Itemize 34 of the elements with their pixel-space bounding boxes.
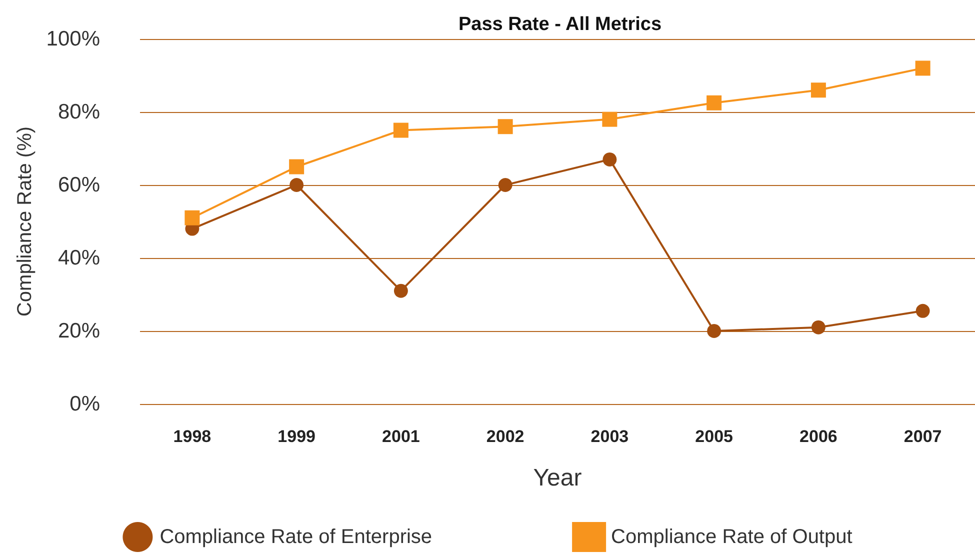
point	[915, 60, 930, 76]
x-tick-label: 2001	[382, 427, 420, 446]
point	[498, 119, 513, 134]
point	[394, 284, 408, 298]
point	[184, 210, 200, 226]
y-axis-title: Compliance Rate (%)	[14, 126, 36, 317]
point	[706, 95, 722, 110]
point	[498, 178, 512, 192]
point	[602, 112, 618, 127]
y-tick-label: 20%	[58, 320, 100, 342]
y-tick-label: 60%	[58, 174, 100, 196]
x-axis-title: Year	[533, 464, 582, 492]
point	[810, 82, 826, 98]
point	[602, 152, 617, 166]
x-tick-label: 2005	[695, 427, 733, 446]
point	[289, 159, 304, 174]
point	[811, 320, 826, 334]
chart-title: Pass Rate - All Metrics	[458, 14, 662, 35]
y-tick-label: 0%	[70, 392, 100, 416]
point	[707, 324, 722, 338]
point	[393, 122, 408, 138]
y-tick-label: 100%	[46, 28, 100, 50]
x-tick-label: 1999	[278, 427, 316, 446]
point	[290, 178, 304, 192]
x-tick-label: 2003	[590, 427, 629, 446]
legend-label: Compliance Rate of Enterprise	[160, 526, 432, 548]
y-tick-label: 40%	[58, 246, 100, 270]
y-tick-label: 80%	[58, 100, 100, 124]
x-tick-label: 2006	[800, 427, 838, 446]
point	[916, 304, 930, 318]
x-tick-label: 2007	[904, 427, 942, 446]
x-tick-label: 1998	[173, 427, 212, 446]
legend-label: Compliance Rate of Output	[611, 526, 853, 548]
x-tick-label: 2002	[486, 427, 524, 446]
